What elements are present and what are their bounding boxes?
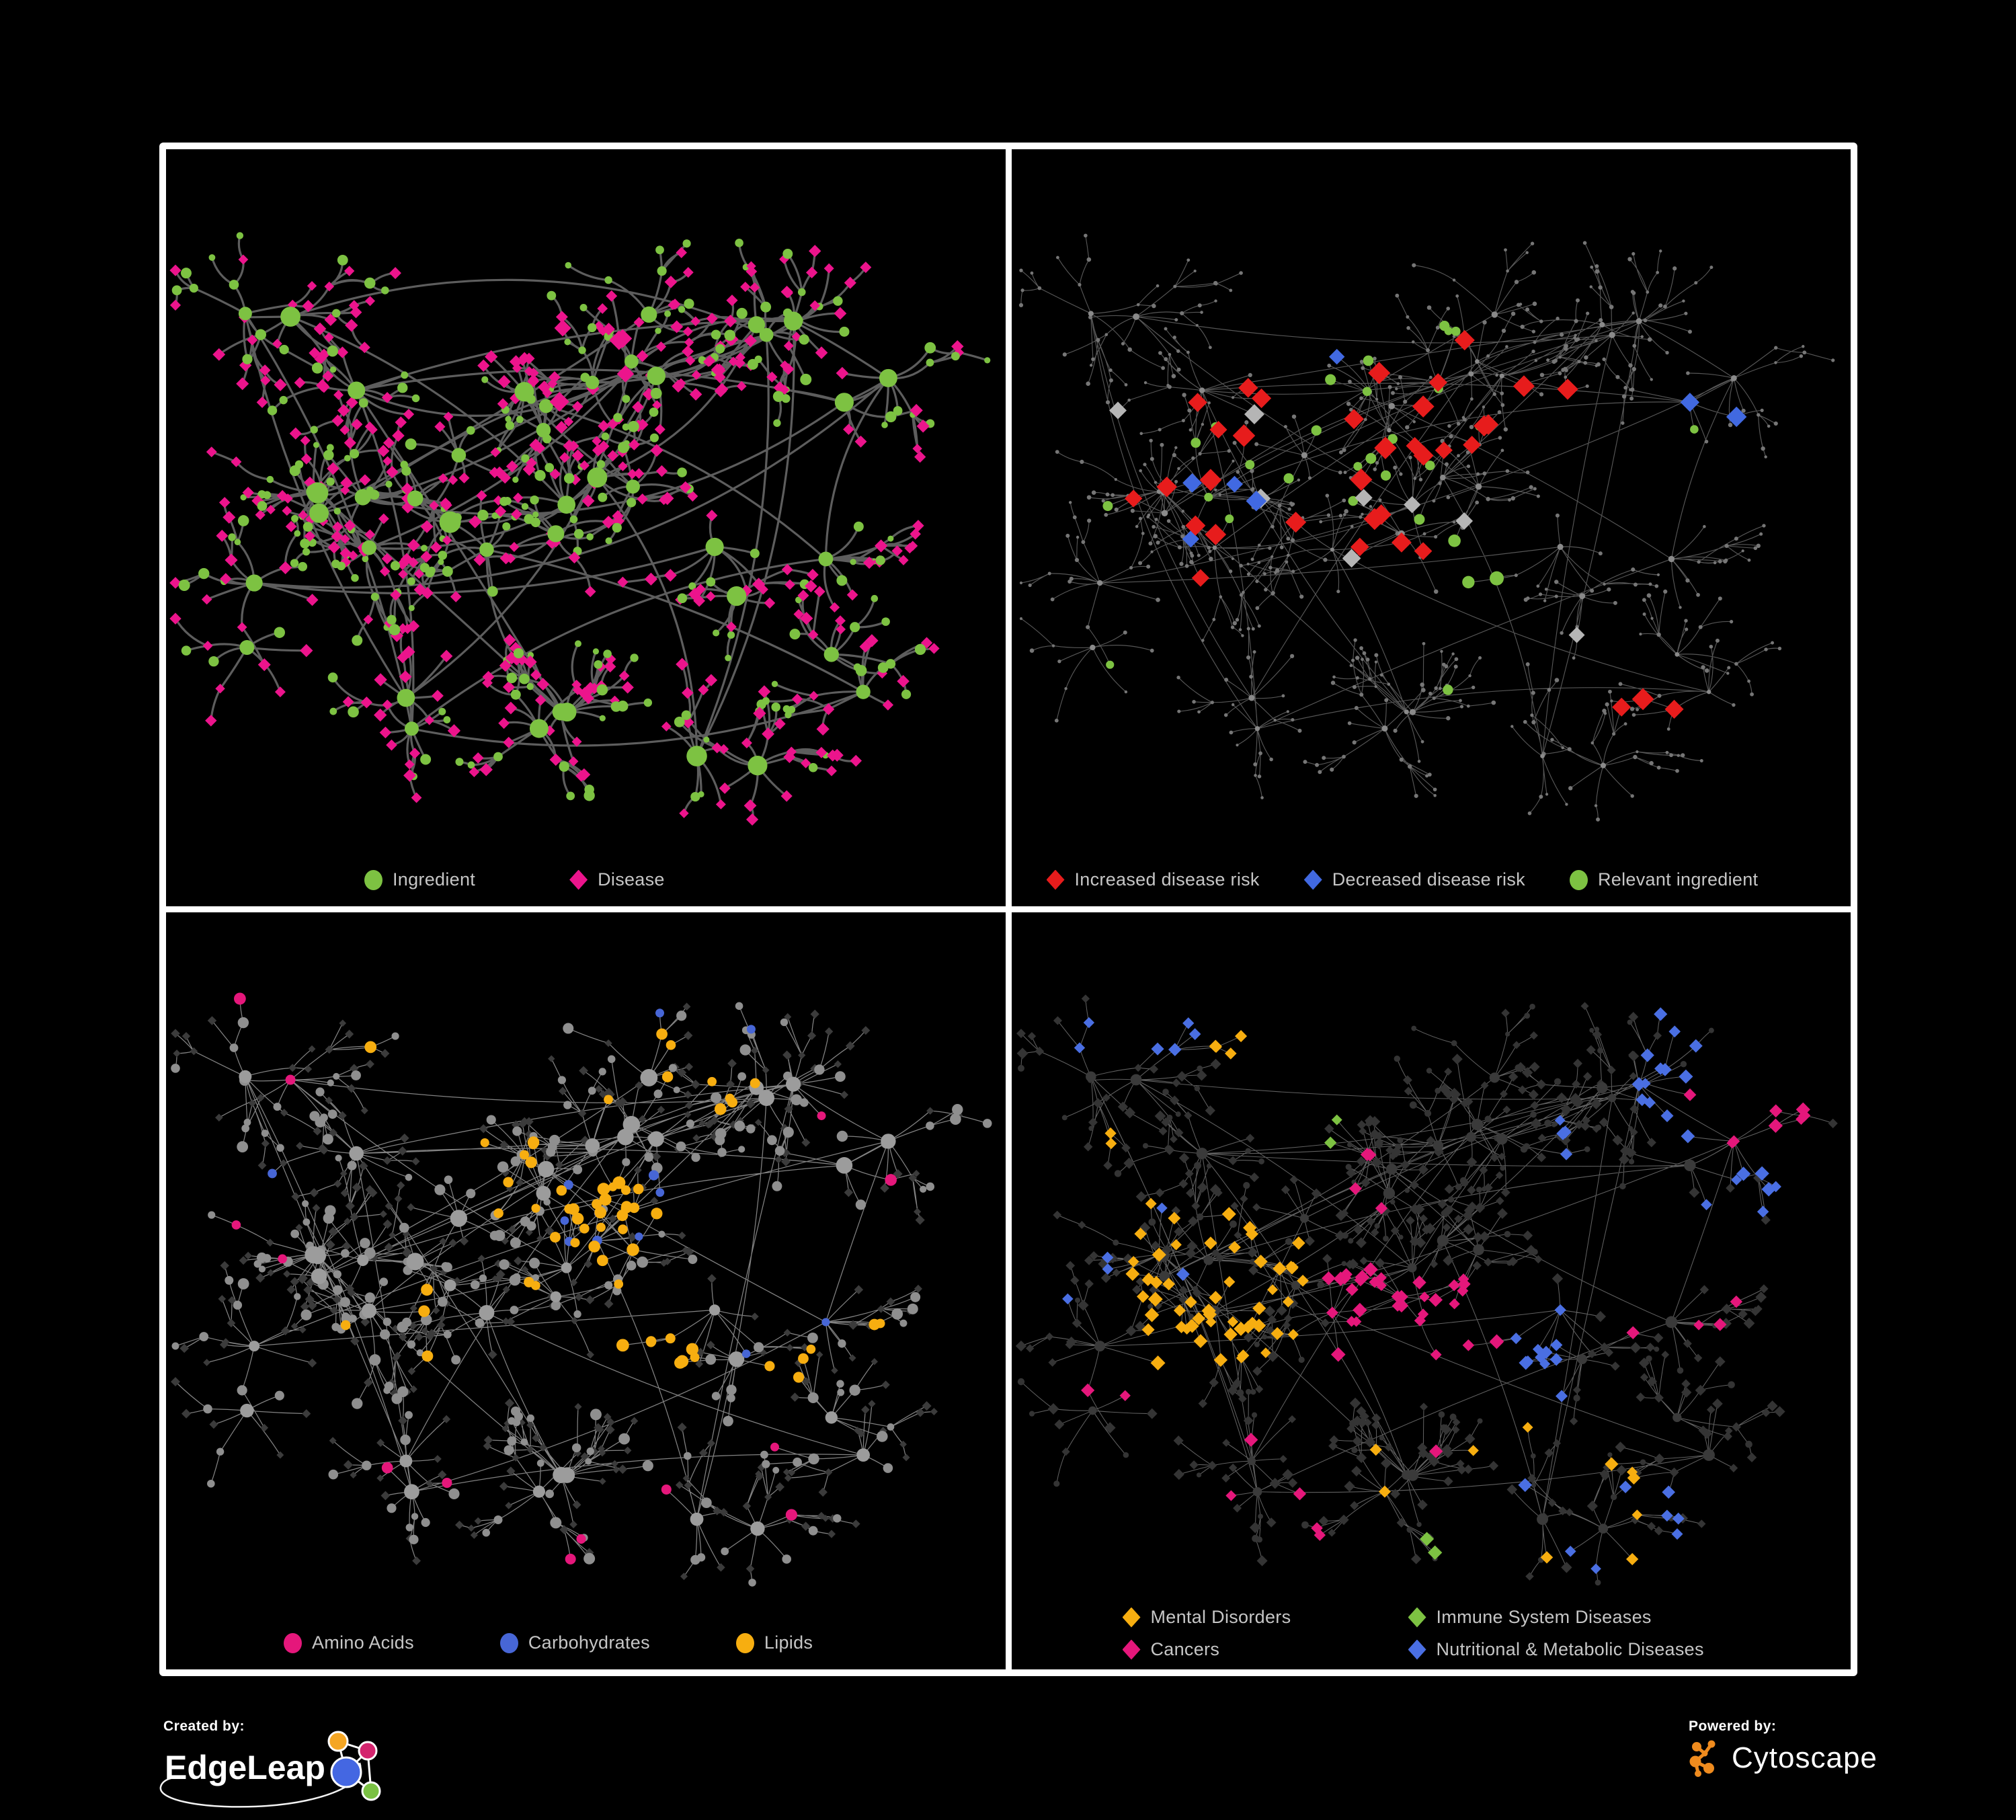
legend-item-ingredient: Ingredient	[364, 869, 475, 890]
legend-item-nutritional-metabolic-diseases: Nutritional & Metabolic Diseases	[1408, 1639, 1851, 1660]
legend-disease-classes: Mental Disorders Immune System Diseases Ca…	[1012, 1607, 1851, 1660]
legend-label: Immune System Diseases	[1436, 1607, 1652, 1627]
legend-label: Decreased disease risk	[1332, 869, 1525, 889]
cytoscape-logo-icon	[1689, 1740, 1716, 1777]
legend-nutrient-classes: Amino Acids Carbohydrates Lipids	[166, 1632, 1006, 1653]
panel-disease-risk-network: Increased disease risk Decreased disease …	[1011, 149, 1851, 906]
circle-marker-icon	[499, 1632, 518, 1653]
diamond-marker-icon	[1046, 869, 1065, 890]
powered-by-label: Powered by:	[1689, 1718, 1777, 1734]
legend-item-carbohydrates: Carbohydrates	[499, 1632, 650, 1653]
legend-disease-risk: Increased disease risk Decreased disease …	[1012, 869, 1851, 890]
network-canvas-nutrient-classes	[170, 992, 992, 1587]
diamond-marker-icon	[1122, 1607, 1141, 1628]
legend-item-relevant-ingredient: Relevant ingredient	[1569, 869, 1759, 890]
legend-label: Amino Acids	[312, 1632, 414, 1653]
legend-item-immune-system-diseases: Immune System Diseases	[1408, 1607, 1851, 1628]
network-canvas-disease-classes	[1015, 994, 1838, 1586]
edgeleap-wordmark: EdgeLeap	[165, 1749, 325, 1786]
diamond-marker-icon	[1408, 1607, 1426, 1628]
panel-disease-classes-network: Mental Disorders Immune System Diseases Ca…	[1011, 912, 1851, 1669]
cytoscape-wordmark: Cytoscape	[1732, 1741, 1878, 1774]
legend-label: Ingredient	[393, 869, 476, 889]
circle-marker-icon	[1569, 869, 1588, 890]
legend-ingredient-disease: Ingredient Disease	[166, 869, 1006, 890]
panel-ingredient-disease-network: Ingredient Disease	[166, 149, 1006, 906]
edgeleap-branding: Created by: EdgeLeap	[159, 1718, 405, 1808]
diamond-marker-icon	[1408, 1639, 1426, 1660]
legend-item-lipids: Lipids	[735, 1632, 813, 1653]
four-panel-grid: Ingredient Disease Increased disease risk…	[159, 143, 1857, 1676]
legend-label: Cancers	[1150, 1639, 1220, 1659]
circle-marker-icon	[735, 1632, 754, 1653]
circle-marker-icon	[364, 869, 382, 890]
diamond-marker-icon	[569, 869, 588, 890]
legend-item-amino-acids: Amino Acids	[284, 1632, 414, 1653]
legend-item-cancers: Cancers	[1122, 1639, 1408, 1660]
legend-label: Disease	[598, 869, 665, 889]
cytoscape-branding: Powered by: Cytosc	[1689, 1718, 1878, 1778]
legend-label: Lipids	[764, 1632, 813, 1653]
legend-item-disease: Disease	[569, 869, 665, 890]
legend-item-increased-disease-risk: Increased disease risk	[1046, 869, 1260, 890]
diamond-marker-icon	[1303, 869, 1322, 890]
legend-label: Carbohydrates	[528, 1632, 650, 1653]
legend-item-decreased-disease-risk: Decreased disease risk	[1303, 869, 1525, 890]
circle-marker-icon	[284, 1632, 302, 1653]
legend-label: Relevant ingredient	[1597, 869, 1759, 889]
created-by-label: Created by:	[163, 1718, 245, 1734]
network-canvas-ingredient-disease	[169, 232, 991, 826]
legend-label: Increased disease risk	[1074, 869, 1260, 889]
diamond-marker-icon	[1122, 1639, 1141, 1660]
legend-label: Nutritional & Metabolic Diseases	[1436, 1639, 1704, 1659]
edgeleap-logo-icon	[327, 1731, 381, 1801]
legend-label: Mental Disorders	[1150, 1607, 1291, 1627]
network-canvas-disease-risk	[1018, 233, 1834, 822]
legend-item-mental-disorders: Mental Disorders	[1122, 1607, 1408, 1628]
panel-nutrient-classes-network: Amino Acids Carbohydrates Lipids	[166, 912, 1006, 1669]
